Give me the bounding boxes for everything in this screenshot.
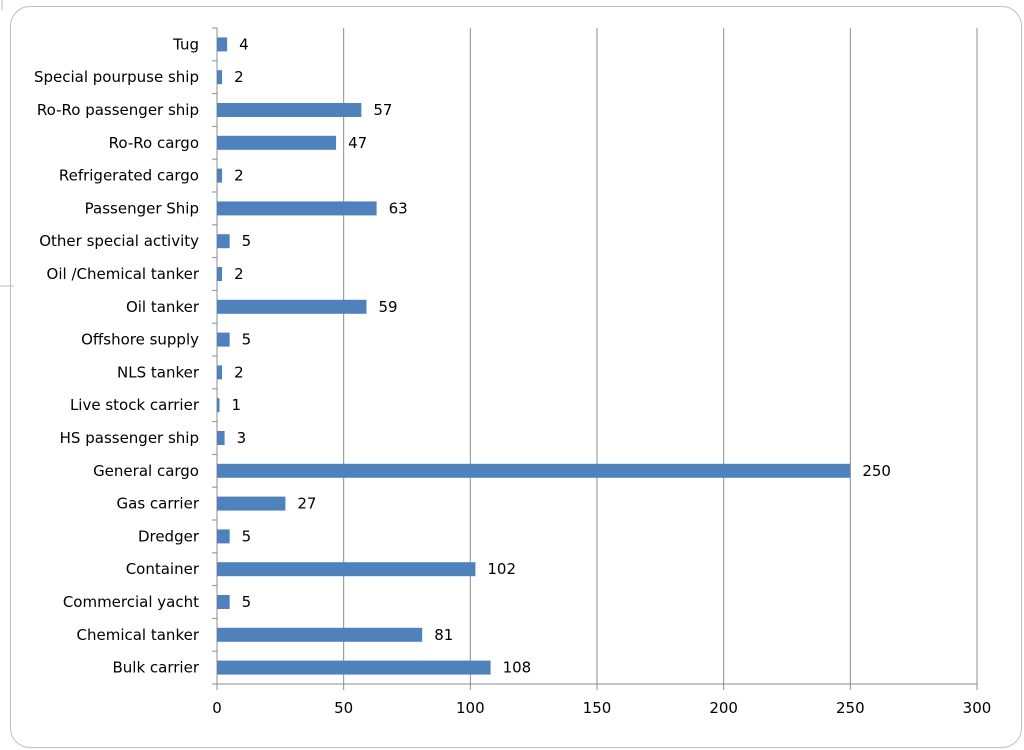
data-label-13: 250 (862, 462, 891, 480)
category-label-16: Container (126, 560, 200, 578)
data-label-5: 63 (389, 199, 408, 217)
x-tick-label-0: 0 (212, 699, 222, 717)
category-label-13: General cargo (93, 462, 199, 480)
chart-frame (10, 6, 1022, 748)
data-label-16: 102 (487, 560, 516, 578)
data-label-7: 2 (234, 265, 244, 283)
category-label-3: Ro-Ro cargo (109, 134, 199, 152)
bar-11 (217, 398, 220, 413)
bar-9 (217, 332, 230, 347)
data-label-12: 3 (237, 429, 247, 447)
axes (212, 27, 978, 690)
bar-10 (217, 365, 223, 380)
data-label-10: 2 (234, 363, 244, 381)
x-tick-label-250: 250 (836, 699, 865, 717)
category-label-2: Ro-Ro passenger ship (37, 101, 199, 119)
x-tick-label-300: 300 (963, 699, 992, 717)
x-tick-label-150: 150 (583, 699, 612, 717)
category-label-15: Dredger (138, 527, 200, 545)
bar-4 (217, 168, 223, 183)
data-label-15: 5 (242, 527, 252, 545)
category-label-12: HS passenger ship (60, 429, 199, 447)
bar-19 (217, 660, 491, 675)
category-label-0: Tug (172, 35, 199, 53)
category-label-6: Other special activity (39, 232, 199, 250)
bar-1 (217, 70, 223, 85)
data-label-1: 2 (234, 68, 244, 86)
category-labels: Tug Special pourpuse ship Ro-Ro passenger … (34, 35, 200, 676)
bar-14 (217, 496, 286, 511)
data-label-6: 5 (242, 232, 252, 250)
bar-12 (217, 431, 225, 445)
bar-16 (217, 562, 476, 577)
bar-2 (217, 103, 362, 117)
category-label-14: Gas carrier (117, 495, 200, 513)
bars (217, 37, 851, 675)
category-label-19: Bulk carrier (113, 659, 200, 677)
x-tick-labels: 0 50 100 150 200 250 300 (212, 699, 991, 717)
grid-lines (343, 28, 978, 684)
category-label-7: Oil /Chemical tanker (47, 265, 200, 283)
data-label-0: 4 (239, 35, 249, 53)
data-label-9: 5 (242, 331, 252, 349)
bar-8 (217, 299, 367, 314)
bar-15 (217, 529, 230, 544)
bar-18 (217, 627, 423, 642)
category-label-1: Special pourpuse ship (34, 68, 199, 86)
bar-6 (217, 234, 230, 249)
data-labels: 4 2 57 47 2 63 5 2 59 5 2 1 3 250 27 5 102 5 81 108 (232, 35, 891, 676)
category-label-18: Chemical tanker (77, 626, 200, 644)
data-label-19: 108 (503, 659, 532, 677)
bar-17 (217, 595, 230, 609)
category-label-4: Refrigerated cargo (59, 167, 199, 185)
bar-3 (217, 135, 337, 150)
x-tick-label-100: 100 (456, 699, 485, 717)
category-label-8: Oil tanker (126, 298, 200, 316)
bar-7 (217, 267, 223, 281)
bar-5 (217, 201, 377, 216)
bar-0 (217, 37, 228, 52)
bar-13 (217, 463, 851, 478)
data-label-17: 5 (242, 593, 252, 611)
data-label-2: 57 (373, 101, 392, 119)
data-label-14: 27 (297, 495, 316, 513)
data-label-11: 1 (232, 396, 242, 414)
data-label-4: 2 (234, 167, 244, 185)
category-label-10: NLS tanker (117, 363, 200, 381)
x-tick-label-200: 200 (709, 699, 738, 717)
data-label-8: 59 (378, 298, 397, 316)
data-label-3: 47 (348, 134, 367, 152)
category-label-9: Offshore supply (81, 331, 199, 349)
category-label-11: Live stock carrier (70, 396, 200, 414)
category-label-5: Passenger Ship (85, 199, 199, 217)
category-label-17: Commercial yacht (63, 593, 199, 611)
x-tick-label-50: 50 (334, 699, 353, 717)
data-label-18: 81 (434, 626, 453, 644)
